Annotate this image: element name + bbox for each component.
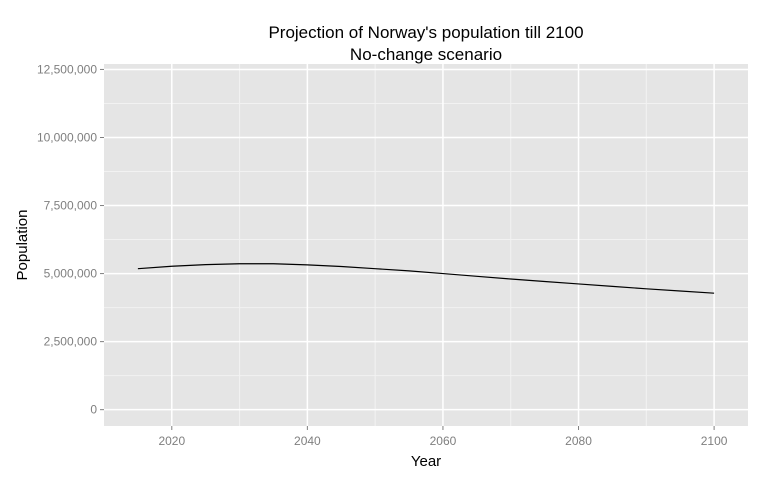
x-tick-label: 2040	[294, 434, 321, 448]
x-axis: 2020 2040 2060 2080 2100	[158, 426, 728, 448]
x-axis-title: Year	[411, 453, 441, 470]
x-tick-label: 2080	[565, 434, 592, 448]
x-tick-label: 2060	[430, 434, 457, 448]
y-axis-title: Population	[14, 210, 31, 281]
y-axis: 0 2,500,000 5,000,000 7,500,000 10,000,000 12…	[37, 62, 104, 417]
plot-panel	[104, 64, 748, 426]
chart-subtitle: No-change scenario	[350, 45, 502, 64]
x-tick-label: 2020	[158, 434, 185, 448]
major-gridlines	[104, 64, 748, 426]
y-tick-label: 7,500,000	[44, 199, 98, 213]
y-tick-label: 5,000,000	[44, 267, 98, 281]
x-tick-label: 2100	[701, 434, 728, 448]
y-tick-label: 12,500,000	[37, 62, 97, 76]
y-tick-label: 2,500,000	[44, 335, 98, 349]
y-tick-label: 10,000,000	[37, 130, 97, 144]
population-line	[137, 263, 715, 294]
chart-title: Projection of Norway's population till 2…	[268, 23, 583, 42]
minor-gridlines	[104, 64, 748, 426]
series-layer	[137, 263, 715, 294]
y-tick-label: 0	[90, 403, 97, 417]
